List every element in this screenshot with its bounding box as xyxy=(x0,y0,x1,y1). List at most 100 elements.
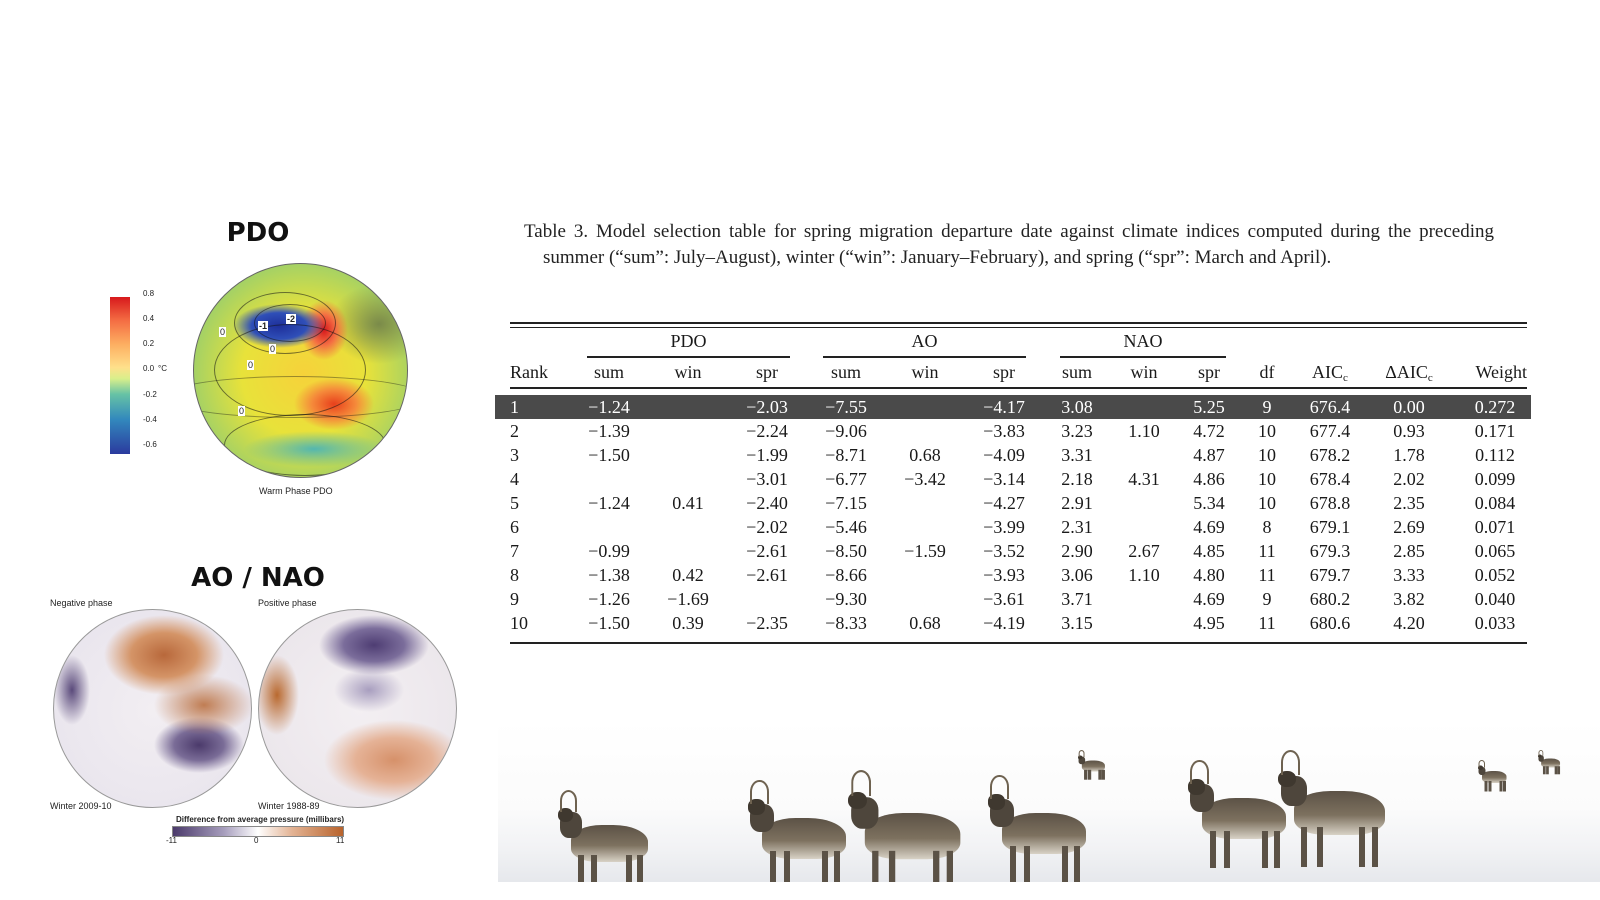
table-cell: 0.00 xyxy=(1393,397,1425,417)
group-underline-nao xyxy=(1060,356,1226,358)
table-cell: −2.02 xyxy=(746,517,788,537)
table-row-highlighted: 1 −1.24 −2.03 −7.55 −4.17 3.08 5.25 9 676.4 0.00 0… xyxy=(495,395,1531,419)
table-cell: 11 xyxy=(1258,541,1276,561)
pdo-colorbar xyxy=(110,297,130,454)
table-cell: 0.272 xyxy=(1474,397,1516,417)
table-top-rule-thin xyxy=(510,327,1527,328)
table-cell: 3.15 xyxy=(1061,613,1093,633)
pdo-contour-label: 0 xyxy=(219,327,227,337)
table-row: 5 −1.24 0.41 −2.40 −7.15 −4.27 2.91 5.34 10 678.8… xyxy=(510,491,1527,515)
table-cell: −7.15 xyxy=(825,493,867,513)
table-cell: 2 xyxy=(510,421,519,441)
table-cell: 3 xyxy=(510,445,519,465)
table-cell: −3.93 xyxy=(983,565,1025,585)
pdo-colorbar-tick: -0.4 xyxy=(143,415,157,424)
table-cell: 680.6 xyxy=(1309,613,1351,633)
table-cell: 2.31 xyxy=(1061,517,1093,537)
table-cell: 0.033 xyxy=(1474,613,1516,633)
group-underline-ao xyxy=(823,356,1026,358)
table-cell: −1.99 xyxy=(746,445,788,465)
table-cell: 9 xyxy=(1262,397,1272,417)
table-cell: −1.38 xyxy=(588,565,630,585)
table-header-row: Rank sum win spr sum win spr sum win spr df AICc ΔAI… xyxy=(510,360,1527,384)
table-cell: 4.69 xyxy=(1193,589,1225,609)
table-cell: 3.23 xyxy=(1061,421,1093,441)
pdo-globe-map: -2 -1 0 0 0 0 xyxy=(193,263,408,478)
table-cell: 680.2 xyxy=(1309,589,1351,609)
table-cell: 9 xyxy=(510,589,519,609)
pdo-contour-label: -1 xyxy=(258,321,269,331)
table-cell: −3.83 xyxy=(983,421,1025,441)
table-cell: 2.91 xyxy=(1061,493,1093,513)
table-cell: 0.171 xyxy=(1474,421,1516,441)
pdo-colorbar-tick: 0.8 xyxy=(143,289,155,298)
table-cell: −8.50 xyxy=(825,541,867,561)
table-cell: 0.93 xyxy=(1393,421,1425,441)
header-cell: Rank xyxy=(510,362,548,382)
reindeer-figure xyxy=(1538,750,1565,775)
header-cell: sum xyxy=(1061,362,1092,382)
table-cell: −1.24 xyxy=(588,493,630,513)
table-cell: 10 xyxy=(510,613,528,633)
pdo-contour-label: 0 xyxy=(238,406,246,416)
table-cell: 4.20 xyxy=(1393,613,1425,633)
table-cell: 679.7 xyxy=(1309,565,1351,585)
table-row: 6 −2.02 −5.46 −3.99 2.31 4.69 8 679.1 2.69 0.071 xyxy=(510,515,1527,539)
pressure-scale-tick: 11 xyxy=(336,836,345,845)
table-cell: 2.02 xyxy=(1393,469,1425,489)
table-cell: 676.4 xyxy=(1309,397,1351,417)
table-cell: 10 xyxy=(1258,445,1276,465)
table-cell: 0.42 xyxy=(672,565,704,585)
table-cell: 4.72 xyxy=(1193,421,1225,441)
table-cell: 0.39 xyxy=(672,613,704,633)
table-cell: −3.42 xyxy=(904,469,946,489)
header-cell: ΔAICc xyxy=(1385,362,1433,384)
table-cell: 0.071 xyxy=(1474,517,1516,537)
table-cell: 3.08 xyxy=(1061,397,1093,417)
pdo-colorbar-tick: -0.2 xyxy=(143,390,157,399)
reindeer-figure xyxy=(1078,750,1111,780)
table-row: 4 −3.01 −6.77 −3.42 −3.14 2.18 4.31 4.86 10 678.4… xyxy=(510,467,1527,491)
table-cell: −3.99 xyxy=(983,517,1025,537)
table-cell: 2.18 xyxy=(1061,469,1093,489)
table-cell: 3.31 xyxy=(1061,445,1093,465)
header-cell: win xyxy=(911,362,939,382)
pdo-colorbar-unit: °C xyxy=(158,364,167,373)
table-cell: −8.66 xyxy=(825,565,867,585)
header-cell: spr xyxy=(756,362,778,382)
reindeer-figure xyxy=(1188,760,1308,868)
pressure-scale-tick: -11 xyxy=(166,836,177,845)
header-cell: df xyxy=(1259,362,1275,382)
table-cell: −1.50 xyxy=(588,613,630,633)
table-cell: 3.33 xyxy=(1393,565,1425,585)
pdo-title: PDO xyxy=(226,218,290,248)
header-cell: sum xyxy=(593,362,624,382)
table-cell: 4.69 xyxy=(1193,517,1225,537)
group-header-nao: NAO xyxy=(1123,331,1163,351)
header-cell: Weight xyxy=(1475,362,1527,382)
table-cell: 4 xyxy=(510,469,519,489)
table-top-rule xyxy=(510,322,1527,324)
table-cell: −1.50 xyxy=(588,445,630,465)
table-cell: 3.06 xyxy=(1061,565,1093,585)
header-cell: spr xyxy=(1198,362,1220,382)
table-cell: 7 xyxy=(510,541,519,561)
group-underline-pdo xyxy=(587,356,790,358)
group-header-pdo: PDO xyxy=(670,331,707,351)
table-cell: 4.85 xyxy=(1193,541,1225,561)
table-cell: 2.67 xyxy=(1128,541,1160,561)
table-cell: 1 xyxy=(510,397,519,417)
table-cell: −4.09 xyxy=(983,445,1025,465)
table-cell: 3.71 xyxy=(1061,589,1093,609)
table-cell: 0.040 xyxy=(1474,589,1516,609)
table-cell: −0.99 xyxy=(588,541,630,561)
table-cell: 11 xyxy=(1258,613,1276,633)
table-cell: −2.61 xyxy=(746,565,788,585)
reindeer-figure xyxy=(1478,760,1513,792)
table-cell: 10 xyxy=(1258,493,1276,513)
pdo-contour-label: 0 xyxy=(269,344,277,354)
table-caption: Table 3. Model selection table for sprin… xyxy=(524,219,1494,271)
table-cell: 11 xyxy=(1258,565,1276,585)
table-cell: 0.68 xyxy=(909,613,941,633)
header-cell: AICc xyxy=(1312,362,1348,384)
